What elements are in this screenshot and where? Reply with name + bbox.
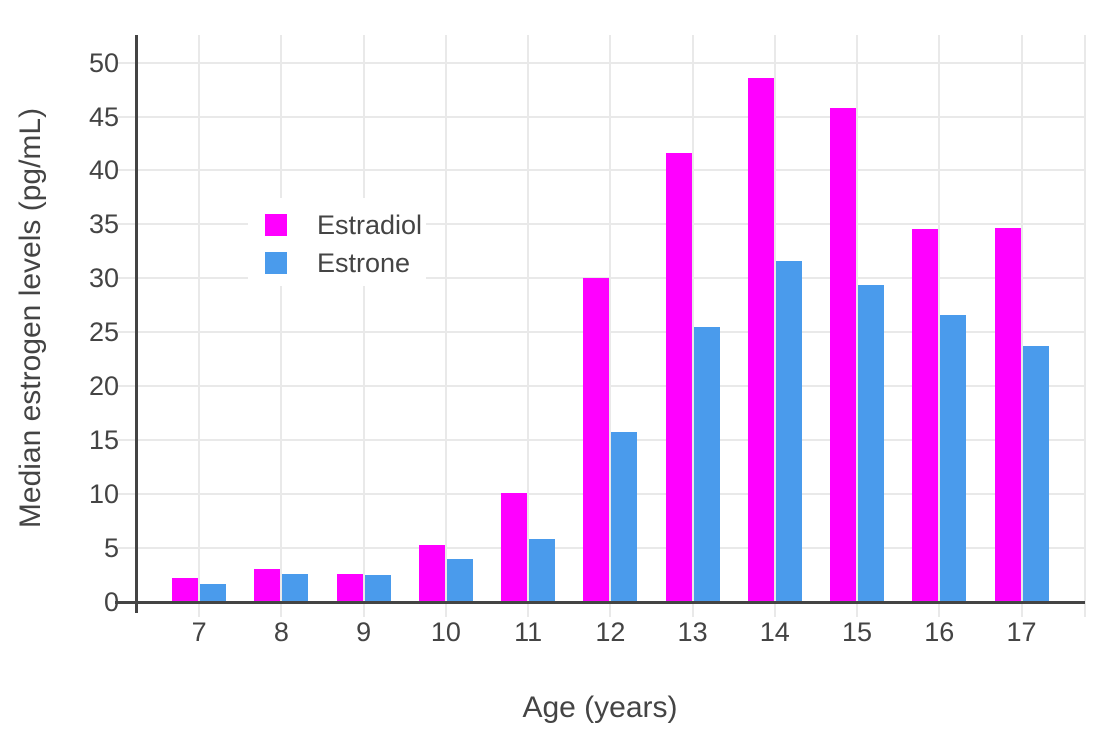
- bar-estradiol-age-15[interactable]: [830, 107, 857, 602]
- bar-estradiol-age-11[interactable]: [501, 493, 528, 602]
- x-tick-label: 8: [273, 617, 289, 647]
- y-tick-label: 20: [88, 371, 119, 402]
- x-tick-label: 12: [595, 617, 626, 647]
- x-axis-title: Age (years): [522, 691, 678, 724]
- x-gridline: [691, 35, 694, 617]
- y-gridline: [118, 61, 1085, 64]
- x-tick-label: 17: [1006, 617, 1037, 647]
- x-gridline: [280, 35, 283, 617]
- bar-estradiol-age-8[interactable]: [254, 568, 281, 602]
- bar-estradiol-age-7[interactable]: [172, 578, 199, 602]
- y-gridline: [118, 169, 1085, 172]
- bar-estrone-age-14[interactable]: [775, 261, 802, 602]
- y-tick-label: 15: [88, 425, 119, 456]
- legend-item-estradiol[interactable]: Estradiol: [248, 206, 426, 244]
- x-gridline: [1084, 35, 1086, 617]
- bar-estrone-age-15[interactable]: [858, 284, 885, 602]
- x-gridline: [1020, 35, 1023, 617]
- y-tick-label: 5: [103, 533, 119, 564]
- y-gridline: [118, 223, 1085, 226]
- y-tick-label: 30: [88, 263, 119, 294]
- bar-estradiol-age-16[interactable]: [912, 228, 939, 602]
- bar-estradiol-age-10[interactable]: [418, 544, 445, 602]
- x-gridline: [938, 35, 941, 617]
- bar-estradiol-age-9[interactable]: [336, 573, 363, 602]
- legend-label-estradiol: Estradiol: [317, 209, 423, 240]
- x-gridline: [773, 35, 776, 617]
- y-tick-label: 0: [103, 587, 119, 617]
- y-axis-line: [135, 35, 138, 613]
- bar-estrone-age-16[interactable]: [940, 315, 967, 602]
- x-gridline: [609, 35, 612, 617]
- bar-estrone-age-10[interactable]: [446, 558, 473, 602]
- x-tick-label: 13: [677, 617, 708, 647]
- legend-label-estrone: Estrone: [317, 247, 411, 278]
- bar-estrone-age-8[interactable]: [282, 573, 309, 602]
- bar-estrone-age-9[interactable]: [364, 575, 391, 602]
- x-tick-label: 14: [759, 617, 790, 647]
- x-tick-label: 9: [356, 617, 372, 647]
- x-gridline: [856, 35, 859, 617]
- y-tick-label: 40: [88, 155, 119, 186]
- bar-estrone-age-7[interactable]: [200, 583, 227, 602]
- y-axis-title: Median estrogen levels (pg/mL): [14, 107, 47, 529]
- bar-estrone-age-17[interactable]: [1022, 346, 1049, 602]
- legend-swatch-estradiol: [265, 214, 287, 236]
- x-gridline: [527, 35, 530, 617]
- x-axis-line: [115, 600, 1085, 604]
- x-tick-label: 11: [514, 617, 543, 647]
- bar-estradiol-age-12[interactable]: [583, 278, 610, 602]
- bar-estrone-age-12[interactable]: [611, 431, 638, 602]
- bar-estradiol-age-14[interactable]: [747, 77, 774, 602]
- y-tick-label: 10: [88, 479, 119, 510]
- y-tick-label: 45: [88, 101, 119, 132]
- bar-estrone-age-11[interactable]: [529, 539, 556, 602]
- y-tick-label: 50: [88, 47, 119, 78]
- bar-estrone-age-13[interactable]: [693, 326, 720, 602]
- x-gridline: [198, 35, 201, 617]
- x-gridline: [444, 35, 447, 617]
- y-tick-label: 25: [88, 317, 119, 348]
- y-gridline: [118, 115, 1085, 118]
- legend-swatch-estrone: [265, 252, 287, 274]
- x-tick-label: 16: [924, 617, 955, 647]
- bar-estradiol-age-17[interactable]: [994, 227, 1021, 602]
- legend-item-estrone[interactable]: Estrone: [248, 244, 426, 282]
- x-tick-label: 10: [430, 617, 461, 647]
- x-tick-label: 7: [191, 617, 207, 647]
- x-gridline: [362, 35, 365, 617]
- y-tick-label: 35: [88, 209, 119, 240]
- legend: Estradiol Estrone: [248, 198, 426, 286]
- x-tick-label: 15: [842, 617, 873, 647]
- bar-estradiol-age-13[interactable]: [665, 153, 692, 602]
